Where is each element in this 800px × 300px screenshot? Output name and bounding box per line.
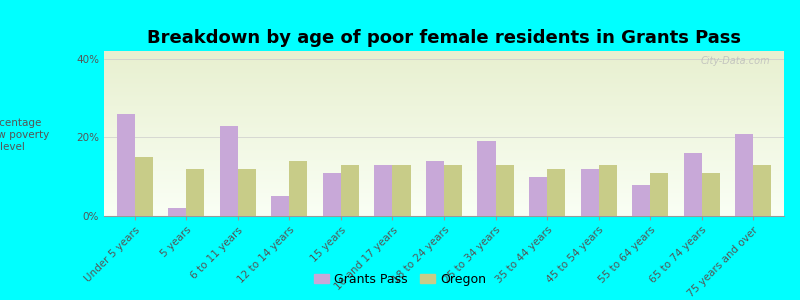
Bar xyxy=(547,169,565,216)
Bar xyxy=(238,169,256,216)
Bar xyxy=(426,161,444,216)
Title: Breakdown by age of poor female residents in Grants Pass: Breakdown by age of poor female resident… xyxy=(147,29,741,47)
Bar xyxy=(117,114,135,216)
Bar xyxy=(478,141,495,216)
Text: City-Data.com: City-Data.com xyxy=(701,56,770,66)
Bar xyxy=(683,153,702,216)
Bar xyxy=(632,184,650,216)
Text: percentage
below poverty
level: percentage below poverty level xyxy=(0,118,49,152)
Bar xyxy=(135,157,153,216)
Bar xyxy=(495,165,514,216)
Bar xyxy=(444,165,462,216)
Bar xyxy=(186,169,205,216)
Legend: Grants Pass, Oregon: Grants Pass, Oregon xyxy=(309,268,491,291)
Bar xyxy=(290,161,307,216)
Bar xyxy=(271,196,290,216)
Bar xyxy=(529,177,547,216)
Bar xyxy=(650,173,668,216)
Bar xyxy=(341,165,359,216)
Bar xyxy=(220,126,238,216)
Bar xyxy=(581,169,598,216)
Bar xyxy=(374,165,393,216)
Bar xyxy=(702,173,720,216)
Bar xyxy=(168,208,186,216)
Bar xyxy=(323,173,341,216)
Bar xyxy=(598,165,617,216)
Bar xyxy=(735,134,753,216)
Bar xyxy=(393,165,410,216)
Bar xyxy=(753,165,771,216)
